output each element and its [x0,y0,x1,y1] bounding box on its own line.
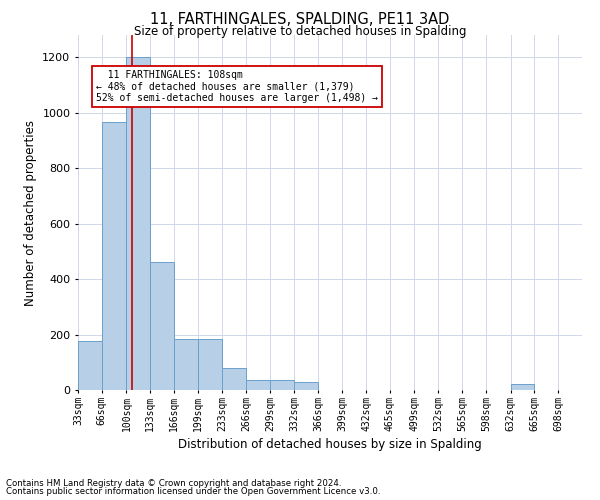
Bar [174,338,198,390]
Bar [78,342,102,390]
Bar [511,384,535,390]
Text: 11, FARTHINGALES, SPALDING, PE11 3AD: 11, FARTHINGALES, SPALDING, PE11 3AD [151,12,449,28]
Bar [198,338,221,390]
Bar [246,380,270,390]
Bar [127,57,150,390]
Y-axis label: Number of detached properties: Number of detached properties [23,120,37,306]
Text: Size of property relative to detached houses in Spalding: Size of property relative to detached ho… [134,25,466,38]
Bar [102,122,125,390]
Text: 11 FARTHINGALES: 108sqm
← 48% of detached houses are smaller (1,379)
52% of semi: 11 FARTHINGALES: 108sqm ← 48% of detache… [96,70,378,103]
Text: Contains HM Land Registry data © Crown copyright and database right 2024.: Contains HM Land Registry data © Crown c… [6,478,341,488]
X-axis label: Distribution of detached houses by size in Spalding: Distribution of detached houses by size … [178,438,482,451]
Bar [270,380,294,390]
Bar [150,262,174,390]
Bar [294,382,318,390]
Bar [223,368,246,390]
Text: Contains public sector information licensed under the Open Government Licence v3: Contains public sector information licen… [6,487,380,496]
